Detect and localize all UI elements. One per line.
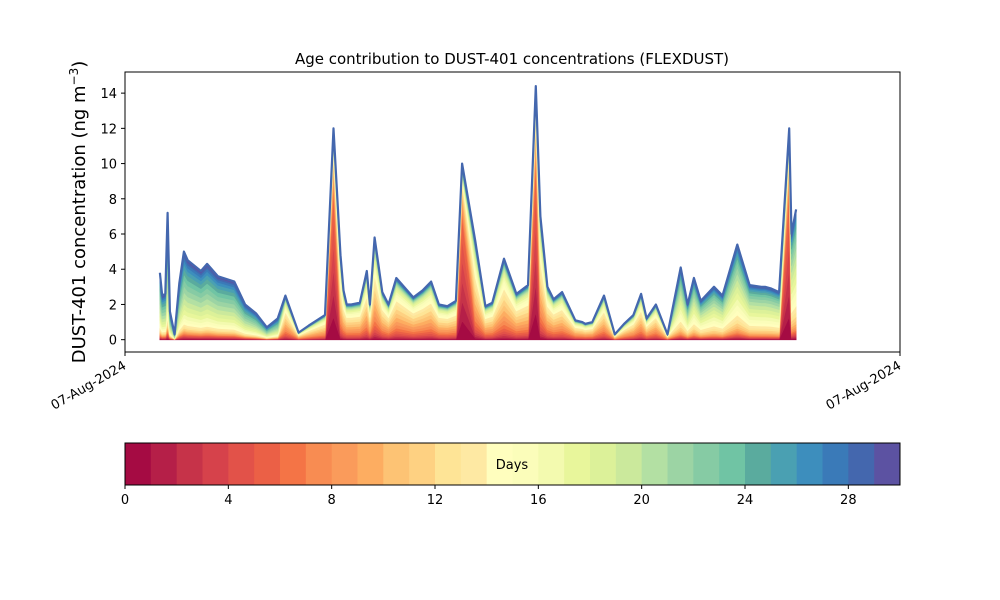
colorbar-ticks: 0 4 8 12 16 20 24 28 — [121, 485, 857, 508]
plot-frame — [124, 71, 901, 353]
colorbar-bin-12 — [435, 443, 462, 485]
x-tick-label-0: 07-Aug-2024 — [49, 358, 129, 413]
colorbar-bin-2 — [176, 443, 203, 485]
colorbar-bin-22 — [693, 443, 720, 485]
colorbar-tick-label: 24 — [737, 493, 754, 508]
colorbar-bin-6 — [280, 443, 307, 485]
x-axis-ticks: 07-Aug-2024 07-Aug-2024 — [49, 352, 904, 414]
colorbar-bin-24 — [745, 443, 772, 485]
y-axis-label: DUST-401 concentration (ng m−3) — [67, 61, 90, 364]
y-axis-ticks: 0 2 4 6 8 10 12 14 — [100, 87, 125, 349]
colorbar-label: Days — [496, 458, 529, 473]
colorbar-bin-5 — [254, 443, 281, 485]
y-tick-label: 2 — [109, 298, 117, 313]
y-tick-label: 10 — [100, 158, 117, 173]
colorbar-bin-27 — [822, 443, 849, 485]
colorbar-bin-10 — [383, 443, 410, 485]
colorbar-bin-25 — [770, 443, 798, 485]
y-tick-label: 6 — [109, 228, 117, 243]
colorbar-bin-18 — [590, 443, 617, 485]
colorbar-bin-13 — [460, 443, 488, 485]
y-axis-label-close: ) — [69, 61, 90, 68]
colorbar-tick-label: 12 — [427, 493, 444, 508]
colorbar-bin-1 — [150, 443, 178, 485]
colorbar-frame — [124, 442, 901, 486]
x-tick-label-1: 07-Aug-2024 — [824, 358, 904, 413]
y-axis-label-exponent: −3 — [67, 68, 81, 86]
colorbar-bin-20 — [641, 443, 668, 485]
colorbar-bin-21 — [667, 443, 694, 485]
colorbar-tick-label: 28 — [840, 493, 857, 508]
colorbar-bin-26 — [796, 443, 823, 485]
colorbar-tick-label: 16 — [530, 493, 547, 508]
colorbar-bin-16 — [538, 443, 565, 485]
colorbar-bin-15 — [512, 443, 539, 485]
chart-title: Age contribution to DUST-401 concentrati… — [295, 50, 729, 68]
colorbar-bin-29 — [874, 443, 901, 485]
colorbar-tick-label: 4 — [224, 493, 232, 508]
y-tick-label: 4 — [109, 263, 117, 278]
colorbar-bin-7 — [305, 443, 333, 485]
colorbar-bin-0 — [125, 443, 152, 485]
stacked-area-group — [158, 85, 798, 341]
y-tick-label: 0 — [109, 334, 117, 349]
colorbar-bin-17 — [564, 443, 591, 485]
colorbar-tick-label: 8 — [328, 493, 336, 508]
colorbar-bin-23 — [719, 443, 746, 485]
colorbar-bin-4 — [228, 443, 255, 485]
colorbar-bin-19 — [615, 443, 643, 485]
total-concentration-line — [158, 85, 798, 336]
colorbar-bin-28 — [848, 443, 875, 485]
colorbar-bin-3 — [202, 443, 229, 485]
y-tick-label: 14 — [100, 87, 117, 102]
colorbar-bin-8 — [331, 443, 358, 485]
colorbar-bin-9 — [357, 443, 384, 485]
colorbar-bin-14 — [486, 443, 513, 485]
colorbar — [124, 442, 901, 486]
y-tick-label: 12 — [100, 122, 117, 137]
y-tick-label: 8 — [109, 193, 117, 208]
colorbar-bin-11 — [409, 443, 436, 485]
colorbar-tick-label: 0 — [121, 493, 129, 508]
y-axis-label-main: DUST-401 concentration (ng m — [69, 85, 90, 363]
colorbar-tick-label: 20 — [633, 493, 650, 508]
